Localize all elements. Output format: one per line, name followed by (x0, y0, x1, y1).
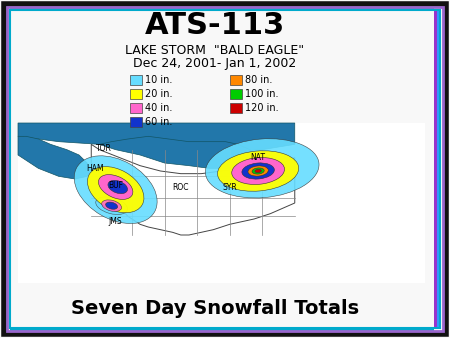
Ellipse shape (242, 163, 274, 179)
Bar (437, 10, 440, 328)
Text: ROC: ROC (172, 183, 189, 192)
Bar (130, 103, 142, 113)
Ellipse shape (248, 166, 268, 176)
Polygon shape (99, 136, 254, 168)
Bar (230, 75, 242, 85)
Ellipse shape (205, 139, 319, 198)
Polygon shape (18, 123, 295, 152)
Text: LAKE STORM  "BALD EAGLE": LAKE STORM "BALD EAGLE" (126, 44, 305, 56)
Ellipse shape (96, 197, 127, 215)
Text: TOR: TOR (95, 144, 112, 153)
Polygon shape (18, 136, 91, 179)
Ellipse shape (87, 167, 144, 213)
Ellipse shape (217, 151, 299, 191)
Ellipse shape (232, 158, 284, 185)
Bar (230, 89, 242, 99)
Ellipse shape (255, 169, 261, 173)
Text: 120 in.: 120 in. (245, 103, 279, 113)
Text: JMS: JMS (109, 217, 122, 226)
Bar (130, 89, 142, 99)
Text: 40 in.: 40 in. (145, 103, 172, 113)
Bar (10, 329, 434, 331)
Bar (10, 7, 434, 10)
Text: NAT: NAT (251, 153, 266, 162)
Ellipse shape (74, 156, 157, 223)
Bar (230, 103, 242, 113)
Ellipse shape (108, 180, 127, 194)
Text: HAM: HAM (86, 164, 104, 173)
Bar (130, 117, 142, 127)
Text: 80 in.: 80 in. (245, 75, 272, 85)
Text: Seven Day Snowfall Totals: Seven Day Snowfall Totals (71, 298, 359, 317)
Bar (130, 75, 142, 85)
Text: 60 in.: 60 in. (145, 117, 172, 127)
Text: 100 in.: 100 in. (245, 89, 279, 99)
Bar (10, 328, 434, 334)
Text: ATS-113: ATS-113 (145, 10, 285, 40)
Text: Dec 24, 2001- Jan 1, 2002: Dec 24, 2001- Jan 1, 2002 (133, 56, 297, 70)
Text: SYR: SYR (222, 183, 237, 192)
Bar (434, 10, 440, 328)
Text: 20 in.: 20 in. (145, 89, 172, 99)
Ellipse shape (99, 175, 133, 199)
Bar (18, 123, 425, 283)
Text: BUF: BUF (108, 181, 123, 190)
Polygon shape (91, 144, 295, 235)
Text: 10 in.: 10 in. (145, 75, 172, 85)
Ellipse shape (106, 202, 117, 209)
Ellipse shape (102, 200, 122, 212)
Ellipse shape (252, 168, 264, 174)
